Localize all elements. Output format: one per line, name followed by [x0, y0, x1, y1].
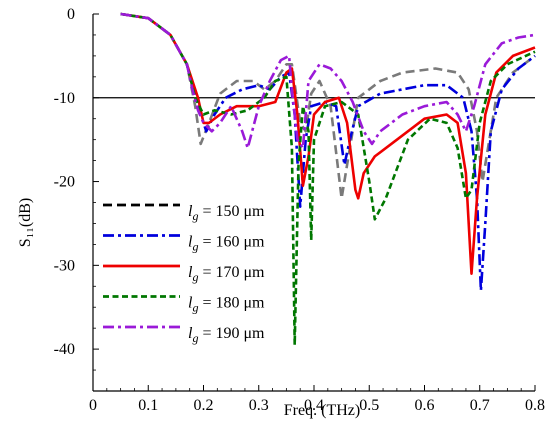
x-tick-label: 0.2 — [194, 397, 214, 414]
x-tick-label: 0.6 — [415, 397, 435, 414]
x-tick-label: 0.3 — [249, 397, 269, 414]
series-line-5 — [120, 12, 536, 150]
series-line-3 — [120, 12, 536, 275]
series-line-1 — [120, 12, 536, 200]
legend-label-4: lg = 180 μm — [188, 295, 265, 315]
y-tick-label: -10 — [54, 90, 75, 107]
y-tick-label: 0 — [67, 6, 75, 23]
legend-label-3: lg = 170 μm — [188, 264, 265, 284]
axes-layer: 0 0.1 0.2 0.3 0.4 0.5 0.6 0.7 0.8 0 -10 -20 -30 -40 — [54, 6, 545, 414]
series-line-4 — [120, 12, 536, 347]
x-tick-label: 0.7 — [470, 397, 490, 414]
legend-label-1: lg = 150 μm — [188, 203, 265, 223]
legend-label-5: lg = 190 μm — [188, 325, 265, 345]
x-tick-label: 0.4 — [304, 397, 324, 414]
legend-label-2: lg = 160 μm — [188, 234, 265, 254]
x-tick-label: 0.1 — [138, 397, 158, 414]
series-layer — [120, 12, 536, 347]
y-tick-label: -30 — [54, 257, 75, 274]
y-tick-label: -40 — [54, 341, 75, 358]
y-tick-label: -20 — [54, 174, 75, 191]
x-axis-title: Freq. (THz) — [284, 402, 360, 419]
y-axis-title: S₁₁(dB) — [17, 198, 34, 247]
x-tick-label: 0.8 — [525, 397, 545, 414]
x-tick-label: 0.5 — [359, 397, 379, 414]
x-tick-label: 0 — [89, 397, 97, 414]
legend: lg = 150 μm lg = 160 μm lg = 170 μm lg = 180 μm… — [103, 203, 265, 345]
